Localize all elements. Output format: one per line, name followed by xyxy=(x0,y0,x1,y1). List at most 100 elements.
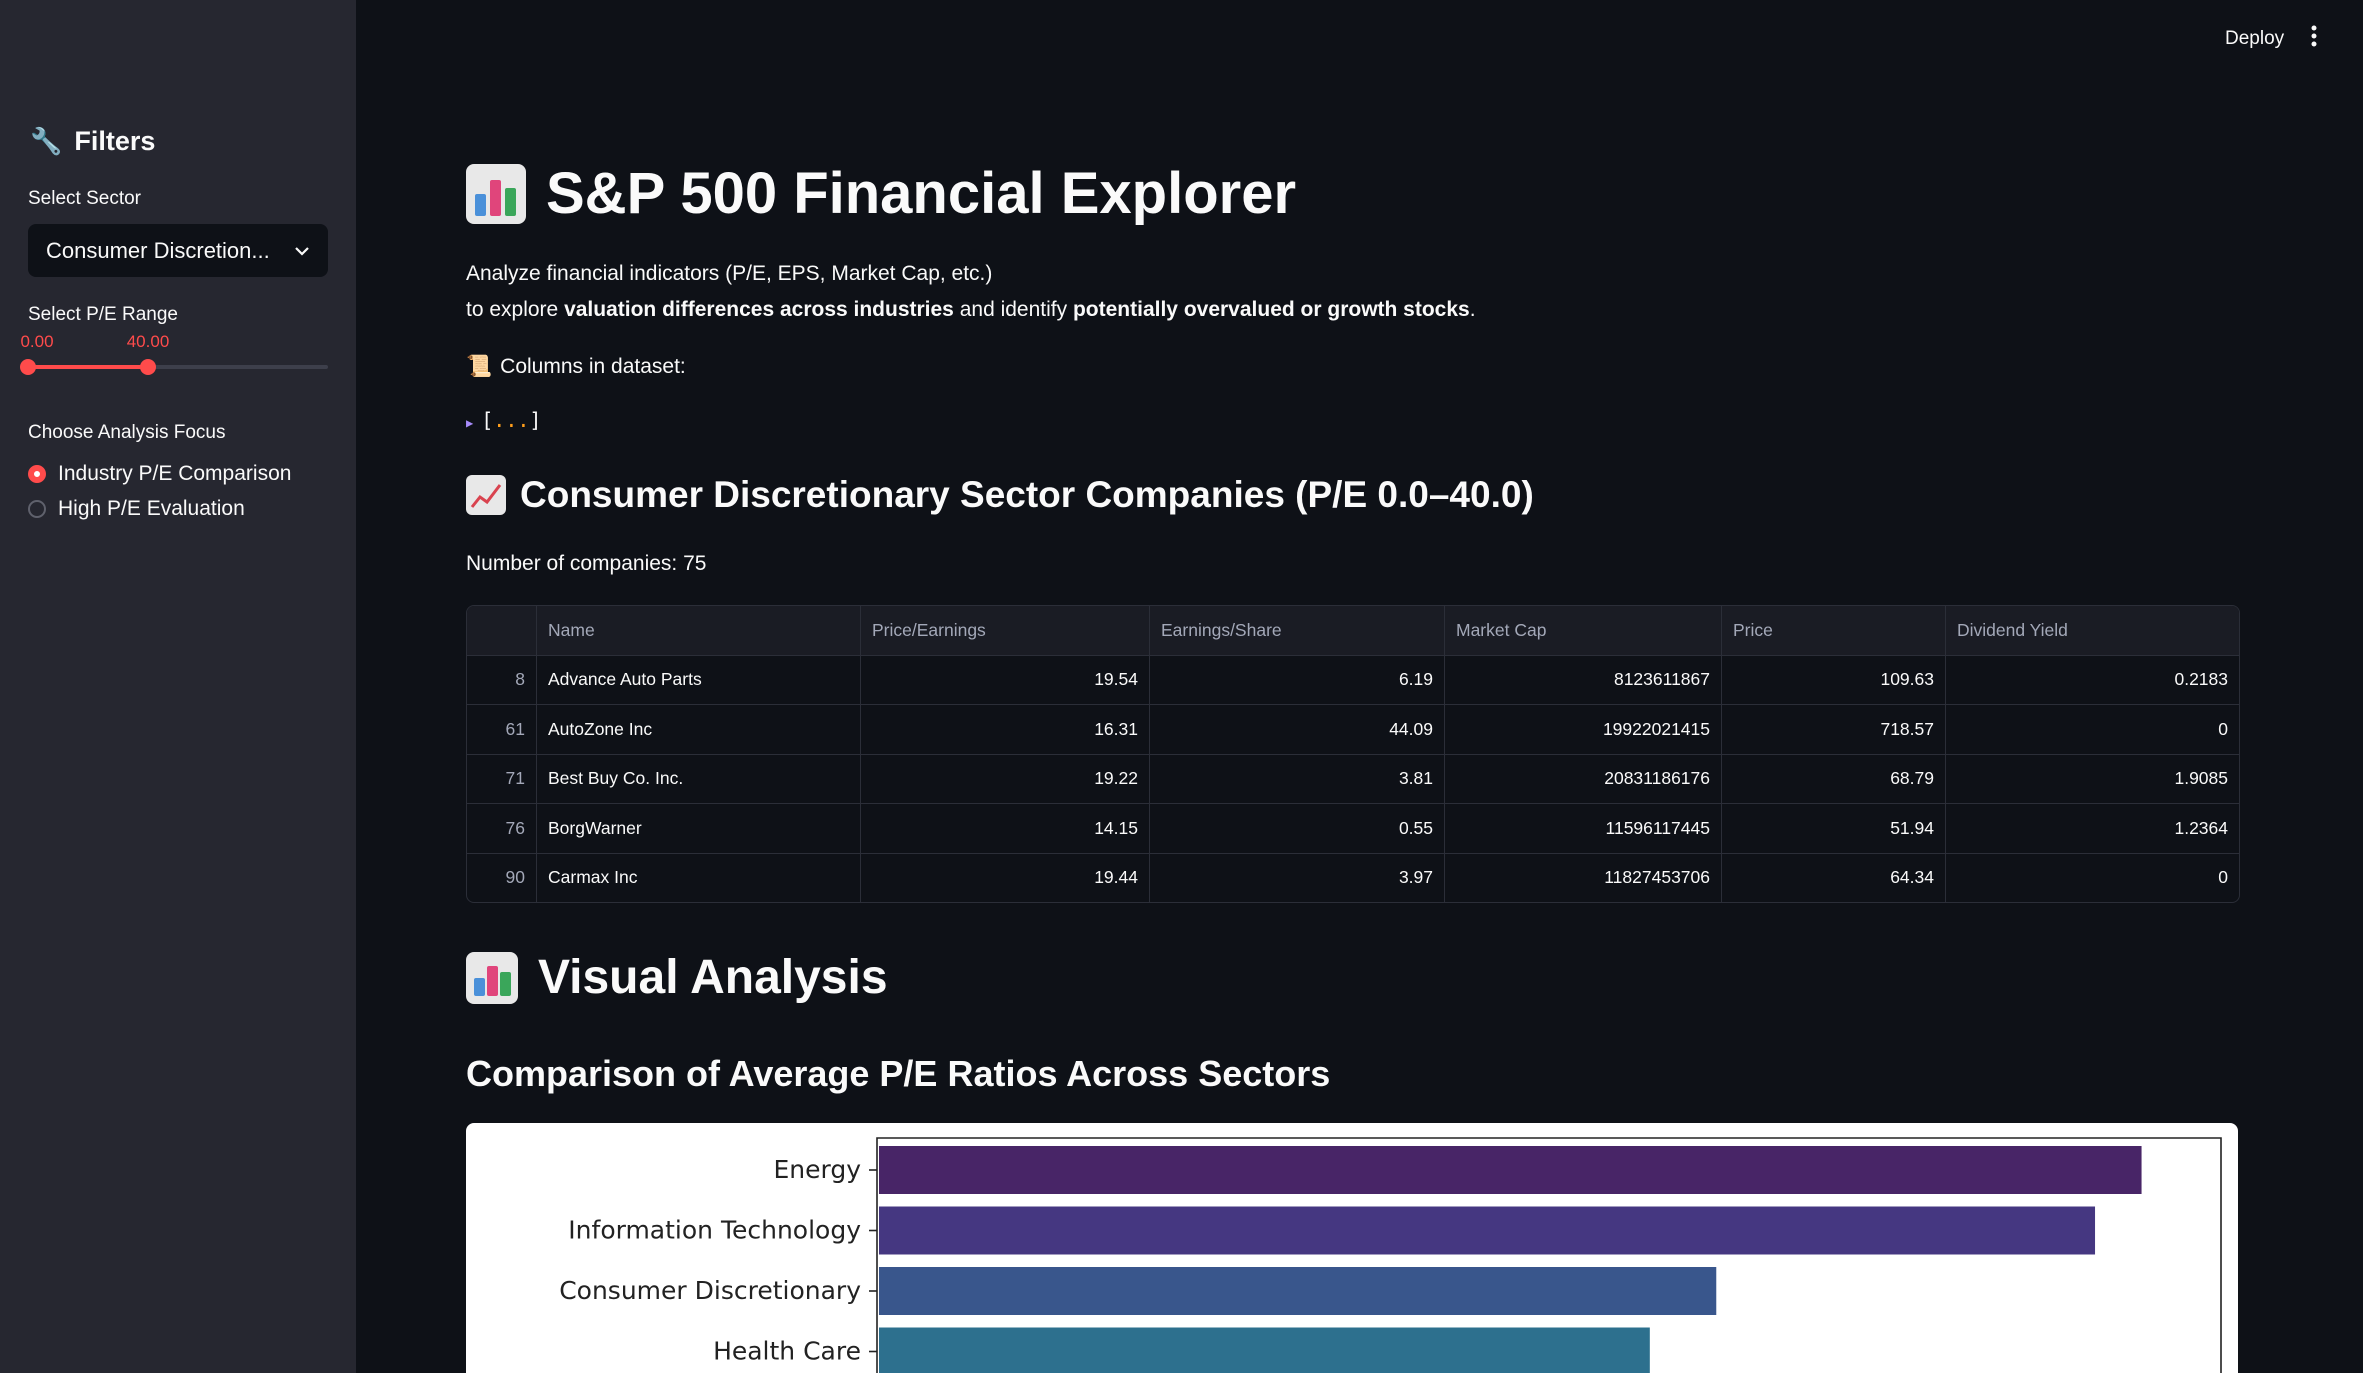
market-cap-cell: 11596117445 xyxy=(1445,804,1722,853)
row-index: 8 xyxy=(467,655,537,704)
price-cell: 51.94 xyxy=(1722,804,1946,853)
filters-heading: 🔧 Filters xyxy=(30,126,155,157)
page-title-row: S&P 500 Financial Explorer xyxy=(466,160,1296,227)
row-index: 71 xyxy=(467,754,537,803)
pe-comparison-chart: Energy Information Technology Consumer Dis… xyxy=(466,1123,2238,1373)
columns-label: Columns in dataset: xyxy=(500,355,686,378)
companies-table[interactable]: Name Price/Earnings Earnings/Share Market C… xyxy=(466,605,2240,903)
deploy-button[interactable]: Deploy xyxy=(2225,28,2285,49)
intro-line-1: Analyze financial indicators (P/E, EPS, … xyxy=(466,262,993,285)
pe-range-slider[interactable] xyxy=(20,359,328,375)
price-cell: 109.63 xyxy=(1722,655,1946,704)
bar-chart-icon xyxy=(466,951,518,1004)
name-cell: AutoZone Inc xyxy=(537,705,861,754)
market-cap-cell: 11827453706 xyxy=(1445,853,1722,902)
table-row[interactable]: 61 AutoZone Inc 16.31 44.09 19922021415 718.5… xyxy=(467,705,2239,755)
row-index: 90 xyxy=(467,853,537,902)
intro-line-2: to explore valuation differences across … xyxy=(466,298,1476,321)
column-header[interactable] xyxy=(467,606,537,655)
radio-industry-pe[interactable]: Industry P/E Comparison xyxy=(28,462,291,486)
eps-cell: 3.81 xyxy=(1150,754,1445,803)
table-header: Name Price/Earnings Earnings/Share Market C… xyxy=(467,606,2239,656)
sector-heading: Consumer Discretionary Sector Companies … xyxy=(520,474,1534,515)
pe-cell: 14.15 xyxy=(861,804,1150,853)
slider-thumb-max[interactable] xyxy=(140,359,156,375)
table-row[interactable]: 76 BorgWarner 14.15 0.55 11596117445 51.94 1.2… xyxy=(467,804,2239,854)
table-row[interactable]: 90 Carmax Inc 19.44 3.97 11827453706 64.34 0 xyxy=(467,853,2239,902)
y-tick-label: Health Care xyxy=(713,1337,861,1366)
pe-max-value: 40.00 xyxy=(126,332,170,351)
eps-cell: 44.09 xyxy=(1150,705,1445,754)
sector-select-value: Consumer Discretion... xyxy=(46,237,270,263)
chevron-down-icon xyxy=(294,240,310,261)
radio-selected-icon[interactable] xyxy=(28,465,46,483)
kebab-menu-icon[interactable] xyxy=(2310,24,2318,55)
scroll-icon: 📜 xyxy=(466,355,493,378)
bar-health-care xyxy=(879,1327,1650,1373)
pe-bar-chart: Energy Information Technology Consumer Dis… xyxy=(559,1137,2222,1373)
row-index: 61 xyxy=(467,705,537,754)
sidebar: 🔧 Filters Select Sector Consumer Discret… xyxy=(0,0,356,1373)
columns-expander[interactable]: ▶ [...] xyxy=(466,408,542,432)
bar-energy xyxy=(879,1146,2142,1194)
name-cell: BorgWarner xyxy=(537,804,861,853)
pe-cell: 16.31 xyxy=(861,705,1150,754)
visual-heading-row: Visual Analysis xyxy=(466,950,888,1005)
column-header[interactable]: Price/Earnings xyxy=(861,606,1150,655)
pe-cell: 19.22 xyxy=(861,754,1150,803)
radio-label: Industry P/E Comparison xyxy=(58,462,292,485)
pe-range-label: Select P/E Range xyxy=(28,304,178,325)
visual-heading: Visual Analysis xyxy=(538,951,888,1004)
sector-heading-row: Consumer Discretionary Sector Companies … xyxy=(466,474,1534,516)
focus-label: Choose Analysis Focus xyxy=(28,422,226,443)
dividend-yield-cell: 0 xyxy=(2218,718,2228,739)
sector-select[interactable]: Consumer Discretion... xyxy=(28,224,328,277)
radio-high-pe[interactable]: High P/E Evaluation xyxy=(28,497,245,521)
bar-consumer-discretionary xyxy=(879,1267,1717,1315)
slider-fill xyxy=(28,365,148,369)
chart-heading: Comparison of Average P/E Ratios Across … xyxy=(466,1053,1331,1094)
pe-cell: 19.54 xyxy=(861,655,1150,704)
table-row[interactable]: 71 Best Buy Co. Inc. 19.22 3.81 20831186176 6… xyxy=(467,754,2239,804)
row-index: 76 xyxy=(467,804,537,853)
price-cell: 718.57 xyxy=(1722,705,1946,754)
eps-cell: 6.19 xyxy=(1150,655,1445,704)
column-header[interactable]: Name xyxy=(537,606,861,655)
price-cell: 64.34 xyxy=(1722,853,1946,902)
page-title: S&P 500 Financial Explorer xyxy=(546,161,1297,226)
column-header[interactable]: Market Cap xyxy=(1445,606,1722,655)
slider-thumb-min[interactable] xyxy=(20,359,36,375)
y-tick-label: Information Technology xyxy=(568,1216,861,1245)
column-header[interactable]: Dividend Yield xyxy=(1957,619,2068,640)
price-cell: 68.79 xyxy=(1722,754,1946,803)
dividend-yield-cell: 0 xyxy=(2218,867,2228,888)
filters-title: Filters xyxy=(74,126,156,156)
pe-min-value: 0.00 xyxy=(20,332,54,351)
company-count: Number of companies: 75 xyxy=(466,552,707,575)
radio-unselected-icon[interactable] xyxy=(28,500,46,518)
market-cap-cell: 8123611867 xyxy=(1445,655,1722,704)
dividend-yield-cell: 1.2364 xyxy=(2174,817,2228,838)
market-cap-cell: 20831186176 xyxy=(1445,754,1722,803)
radio-label: High P/E Evaluation xyxy=(58,497,245,520)
bar-chart-icon xyxy=(466,163,526,224)
column-header[interactable]: Earnings/Share xyxy=(1150,606,1445,655)
dividend-yield-cell: 1.9085 xyxy=(2174,768,2228,789)
name-cell: Best Buy Co. Inc. xyxy=(537,754,861,803)
eps-cell: 3.97 xyxy=(1150,853,1445,902)
eps-cell: 0.55 xyxy=(1150,804,1445,853)
column-header[interactable]: Price xyxy=(1722,606,1946,655)
wrench-icon: 🔧 xyxy=(30,126,63,156)
y-tick-label: Consumer Discretionary xyxy=(559,1276,861,1305)
y-tick-label: Energy xyxy=(773,1155,861,1184)
table-row[interactable]: 8 Advance Auto Parts 19.54 6.19 8123611867 10… xyxy=(467,655,2239,705)
market-cap-cell: 19922021415 xyxy=(1445,705,1722,754)
name-cell: Carmax Inc xyxy=(537,853,861,902)
pe-cell: 19.44 xyxy=(861,853,1150,902)
caret-right-icon[interactable]: ▶ xyxy=(466,416,474,430)
dividend-yield-cell: 0.2183 xyxy=(2174,669,2228,690)
sector-label: Select Sector xyxy=(28,188,141,209)
columns-label-row: 📜 Columns in dataset: xyxy=(466,355,686,379)
bar-information-technology xyxy=(879,1206,2096,1255)
name-cell: Advance Auto Parts xyxy=(537,655,861,704)
